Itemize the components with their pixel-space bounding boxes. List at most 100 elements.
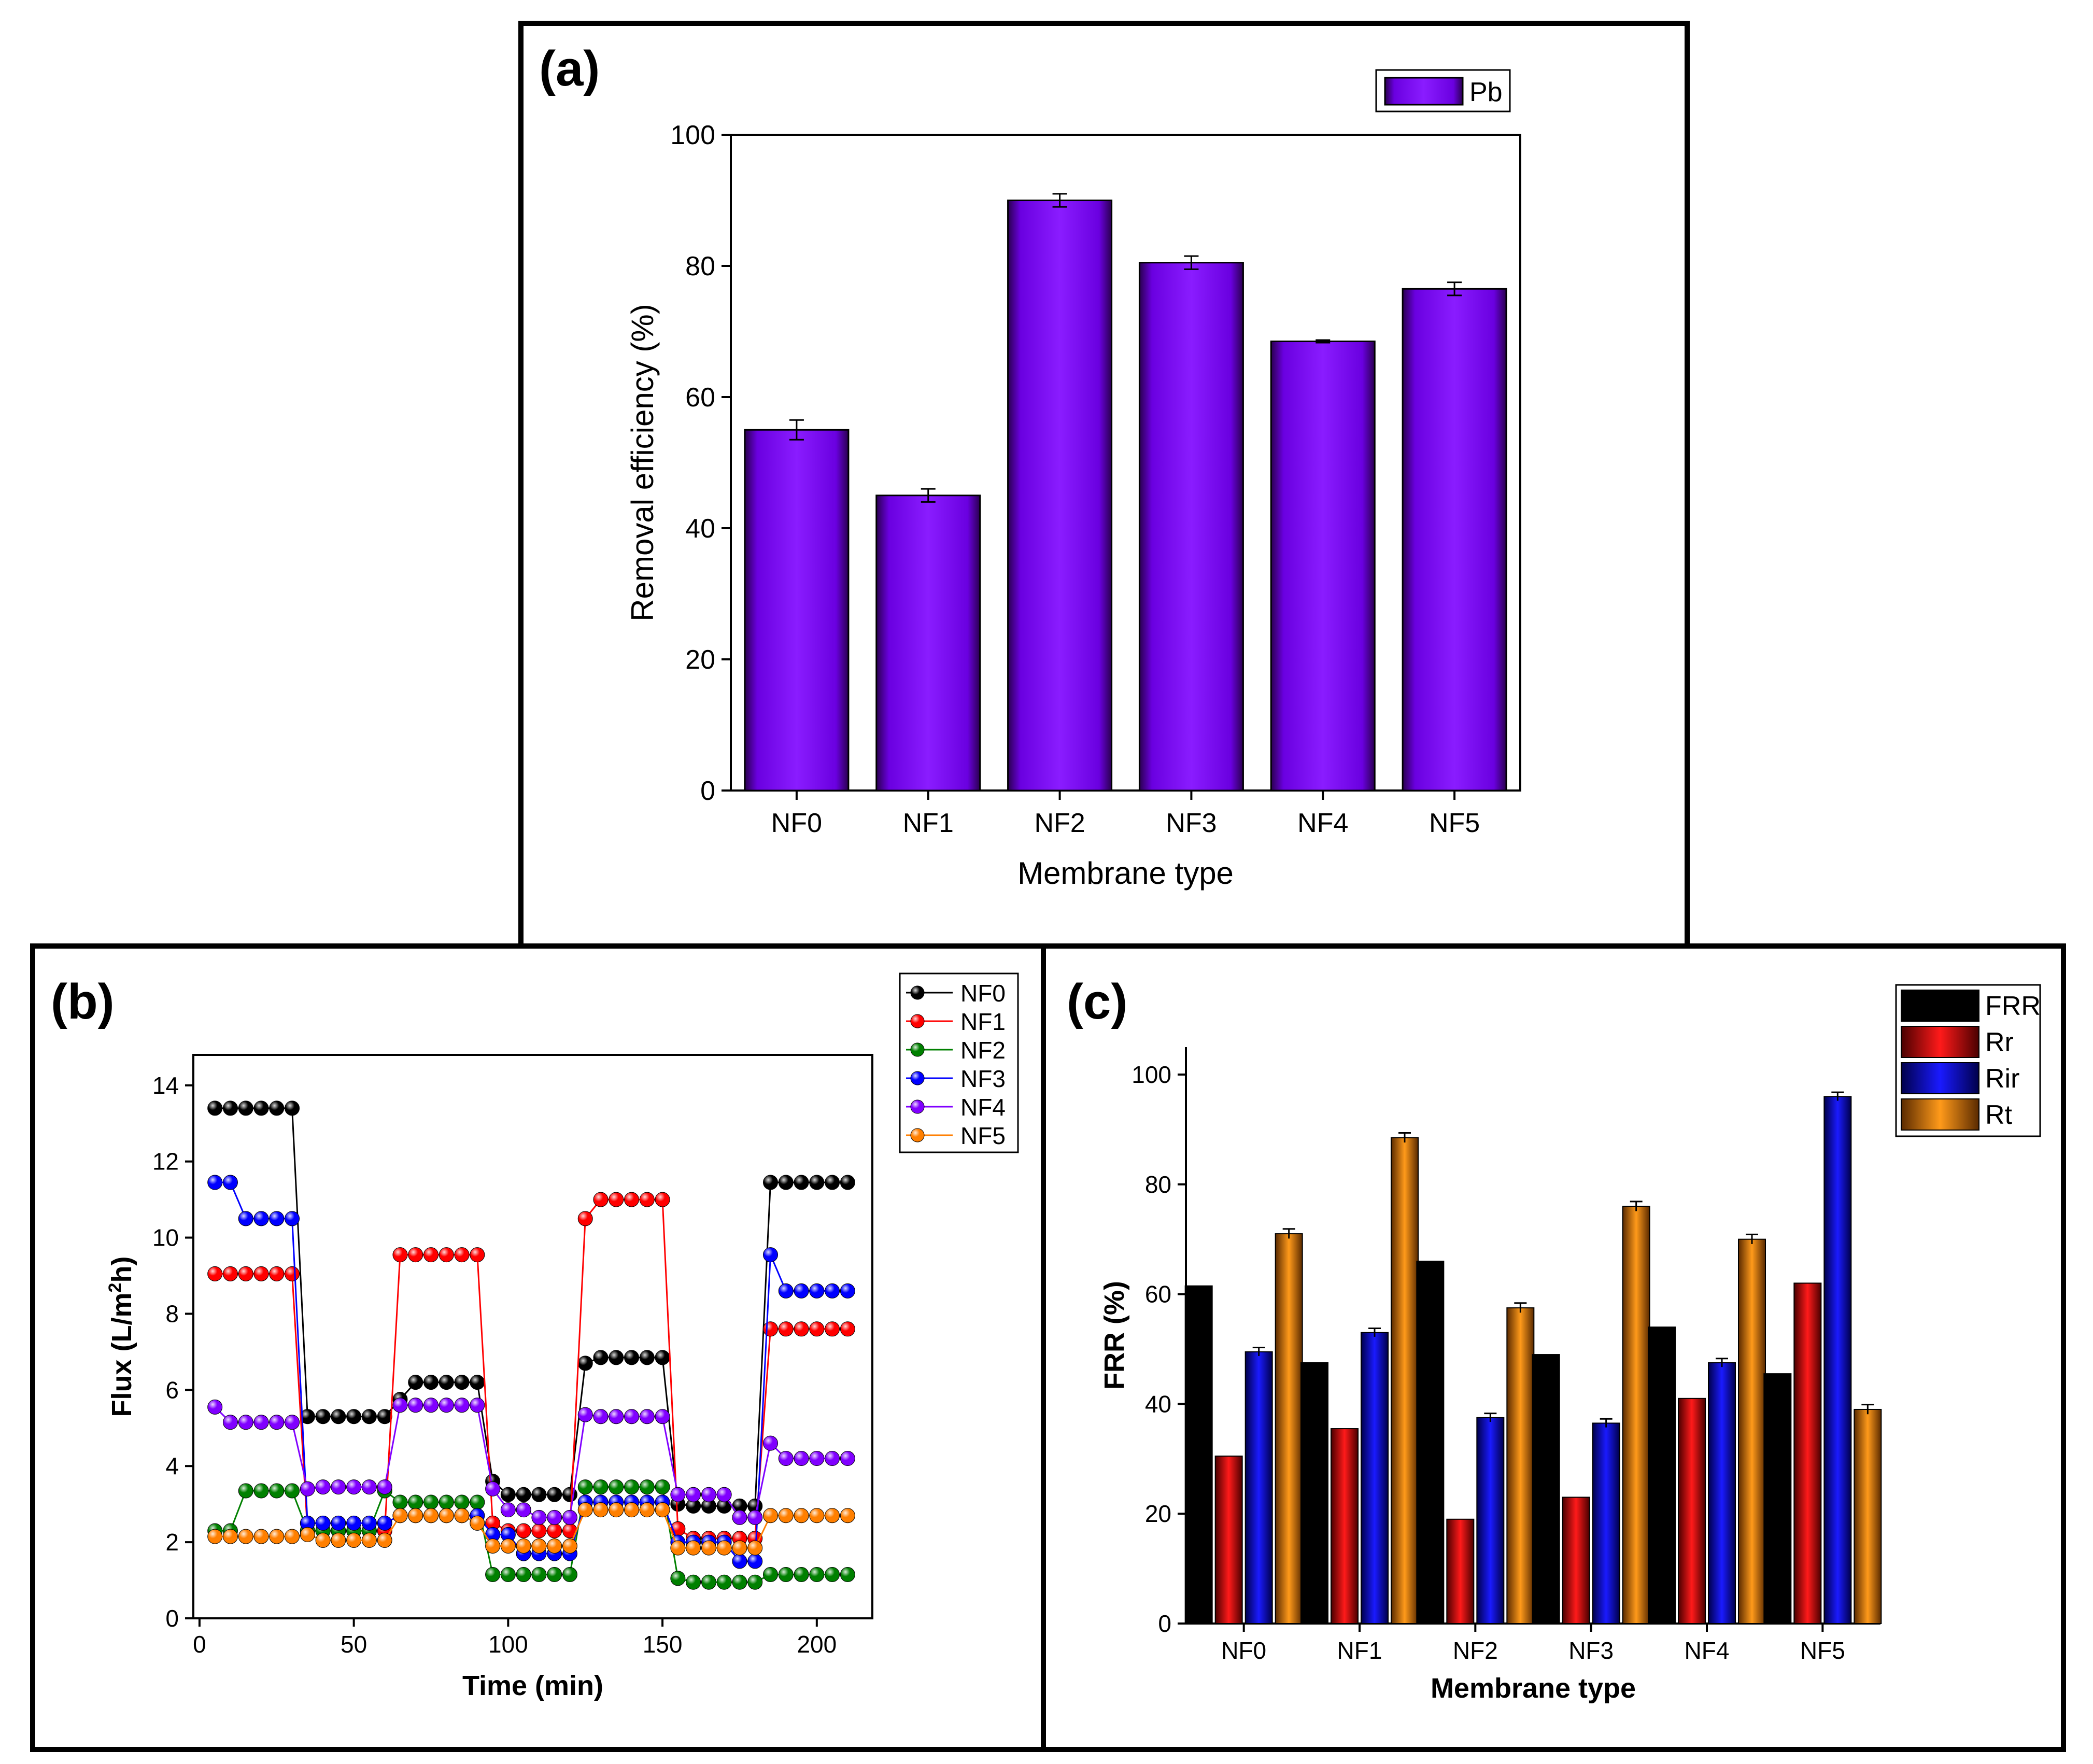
point-highlight: [485, 1516, 500, 1531]
point-highlight: [316, 1479, 331, 1494]
point-highlight: [717, 1487, 732, 1502]
point-highlight: [701, 1541, 716, 1556]
point-highlight: [362, 1516, 377, 1531]
y-tick-label: 80: [1145, 1171, 1171, 1198]
point-highlight: [624, 1350, 639, 1365]
point-highlight: [794, 1451, 809, 1466]
point-highlight: [423, 1508, 439, 1523]
point-highlight: [747, 1541, 762, 1556]
point-highlight: [423, 1398, 439, 1413]
x-tick-label: NF1: [903, 808, 954, 838]
point-highlight: [346, 1409, 361, 1424]
y-tick-label: 40: [685, 514, 715, 544]
point-highlight: [377, 1533, 392, 1548]
x-tick-label: NF2: [1453, 1637, 1498, 1664]
y-tick-label: 4: [165, 1452, 179, 1479]
point-highlight: [547, 1510, 562, 1525]
point-highlight: [269, 1483, 284, 1498]
legend-marker-highlight: [911, 1071, 924, 1085]
panel-c: (c) 0 20 40 60 80 100 NF0 NF1 NF2 NF3 NF4 NF5 Membra…: [1041, 943, 2066, 1752]
point-highlight: [562, 1487, 577, 1502]
x-tick-label: 100: [488, 1631, 528, 1658]
point-highlight: [593, 1350, 608, 1365]
point-highlight: [531, 1567, 546, 1582]
point-highlight: [331, 1516, 346, 1531]
point-highlight: [501, 1487, 516, 1502]
point-highlight: [501, 1539, 516, 1554]
point-highlight: [501, 1502, 516, 1517]
chart-c: (c) 0 20 40 60 80 100 NF0 NF1 NF2 NF3 NF4 NF5 Membra…: [1067, 974, 2041, 1704]
point-highlight: [609, 1350, 624, 1365]
point-highlight: [269, 1415, 284, 1430]
point-highlight: [316, 1516, 331, 1531]
bar-rt-nf0: [1275, 1233, 1303, 1624]
point-highlight: [794, 1567, 809, 1582]
legend-marker-highlight: [911, 1014, 924, 1028]
point-highlight: [732, 1575, 747, 1590]
point-highlight: [423, 1247, 439, 1262]
point-highlight: [779, 1567, 794, 1582]
panel-a: (a) 0 20 40 60 80 100 NF0 NF1 NF2 NF3 NF4 NF5 Membra…: [518, 21, 1690, 949]
bar-rt-nf3: [1622, 1206, 1650, 1625]
point-highlight: [300, 1409, 315, 1424]
legend-label-rr: Rr: [1985, 1027, 2014, 1057]
point-highlight: [408, 1375, 423, 1390]
panel-label-b: (b): [51, 974, 115, 1029]
point-highlight: [593, 1409, 608, 1424]
point-highlight: [655, 1350, 670, 1365]
point-highlight: [840, 1567, 855, 1582]
point-highlight: [578, 1407, 593, 1422]
point-highlight: [747, 1575, 762, 1590]
point-highlight: [809, 1508, 824, 1523]
x-tick-label: NF0: [1221, 1637, 1266, 1664]
bar-rr-nf0: [1214, 1455, 1243, 1624]
point-highlight: [840, 1508, 855, 1523]
x-tick-label: NF3: [1166, 808, 1217, 838]
point-highlight: [640, 1409, 655, 1424]
point-highlight: [485, 1567, 500, 1582]
y-tick-label: 20: [1145, 1500, 1171, 1527]
point-highlight: [809, 1283, 824, 1299]
point-highlight: [825, 1567, 840, 1582]
bar-rt-nf1: [1391, 1137, 1419, 1624]
point-highlight: [794, 1283, 809, 1299]
point-highlight: [408, 1398, 423, 1413]
bar-rir-nf2: [1476, 1417, 1505, 1624]
point-highlight: [840, 1321, 855, 1336]
point-highlight: [825, 1451, 840, 1466]
point-highlight: [763, 1567, 778, 1582]
point-highlight: [470, 1375, 485, 1390]
y-tick-label: 6: [165, 1376, 179, 1403]
x-tick-label: 50: [341, 1631, 367, 1658]
legend-box: [899, 972, 1019, 1153]
point-highlight: [562, 1539, 577, 1554]
panel-label-c: (c): [1067, 974, 1127, 1029]
point-highlight: [485, 1539, 500, 1554]
point-highlight: [377, 1516, 392, 1531]
y-tick-label: 60: [1145, 1281, 1171, 1308]
point-highlight: [531, 1539, 546, 1554]
point-highlight: [655, 1502, 670, 1517]
y-tick-label: 20: [685, 645, 715, 675]
point-highlight: [640, 1502, 655, 1517]
bar-frr-nf0: [1184, 1285, 1213, 1624]
point-highlight: [516, 1523, 531, 1539]
bar-rr-nf3: [1562, 1497, 1590, 1625]
point-highlight: [331, 1533, 346, 1548]
point-highlight: [701, 1487, 716, 1502]
point-highlight: [269, 1529, 284, 1544]
point-highlight: [763, 1508, 778, 1523]
point-highlight: [779, 1175, 794, 1190]
y-axis-label-sup: 2: [105, 1283, 125, 1293]
point-highlight: [316, 1409, 331, 1424]
point-highlight: [578, 1211, 593, 1226]
point-highlight: [392, 1398, 407, 1413]
point-highlight: [747, 1554, 762, 1569]
point-highlight: [763, 1175, 778, 1190]
point-highlight: [825, 1508, 840, 1523]
x-axis-label: Membrane type: [1431, 1673, 1636, 1704]
point-highlight: [254, 1483, 268, 1498]
x-tick-label: NF2: [1034, 808, 1085, 838]
point-highlight: [732, 1541, 747, 1556]
point-highlight: [285, 1100, 300, 1116]
